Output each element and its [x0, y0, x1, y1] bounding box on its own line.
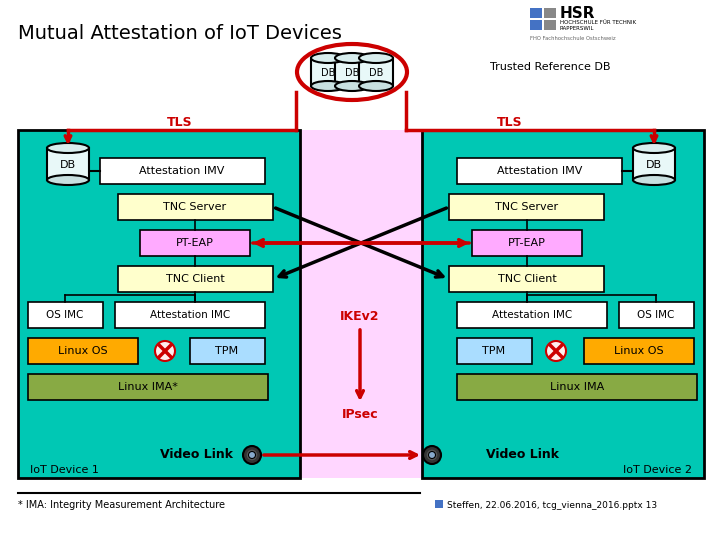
Bar: [530, 20, 542, 30]
Text: TNC Client: TNC Client: [498, 274, 557, 284]
Circle shape: [243, 446, 261, 464]
Text: PT-EAP: PT-EAP: [176, 238, 214, 248]
Text: Attestation IMV: Attestation IMV: [498, 166, 582, 176]
Bar: [457, 302, 607, 328]
Text: TLS: TLS: [498, 116, 523, 129]
Bar: [544, 20, 556, 30]
Circle shape: [423, 446, 441, 464]
Text: FHO Fachhochschule Ostschweiz: FHO Fachhochschule Ostschweiz: [530, 36, 616, 40]
Text: * IMA: Integrity Measurement Architecture: * IMA: Integrity Measurement Architectur…: [18, 500, 225, 510]
Text: TNC Server: TNC Server: [163, 202, 227, 212]
Text: Linux OS: Linux OS: [614, 346, 664, 356]
Text: HSR: HSR: [560, 5, 595, 21]
Bar: [457, 158, 622, 184]
Text: Linux IMA: Linux IMA: [550, 382, 604, 392]
Ellipse shape: [359, 81, 393, 91]
Text: Linux IMA*: Linux IMA*: [118, 382, 178, 392]
Bar: [118, 266, 273, 292]
Ellipse shape: [311, 81, 345, 91]
Bar: [28, 302, 103, 328]
Text: Video Link: Video Link: [160, 449, 233, 462]
Text: OS IMC: OS IMC: [637, 310, 675, 320]
Bar: [457, 374, 697, 400]
Text: TPM: TPM: [482, 346, 505, 356]
Ellipse shape: [335, 53, 369, 63]
Circle shape: [246, 449, 258, 461]
Bar: [359, 58, 393, 86]
Text: TLS: TLS: [167, 116, 193, 129]
Bar: [584, 338, 694, 364]
Text: IPsec: IPsec: [342, 408, 378, 421]
Ellipse shape: [633, 175, 675, 185]
Text: OS IMC: OS IMC: [46, 310, 84, 320]
Bar: [296, 130, 424, 478]
Bar: [544, 8, 556, 18]
Bar: [47, 148, 89, 180]
Circle shape: [426, 449, 438, 461]
Bar: [115, 302, 265, 328]
Text: Linux OS: Linux OS: [58, 346, 108, 356]
Bar: [118, 194, 273, 220]
Text: HOCHSCHULE FÜR TECHNIK: HOCHSCHULE FÜR TECHNIK: [560, 21, 636, 25]
Text: IoT Device 1: IoT Device 1: [30, 465, 99, 475]
Ellipse shape: [335, 81, 369, 91]
Text: Attestation IMC: Attestation IMC: [492, 310, 572, 320]
Bar: [100, 158, 265, 184]
Bar: [422, 130, 704, 478]
Ellipse shape: [47, 175, 89, 185]
Text: Video Link: Video Link: [485, 449, 559, 462]
Circle shape: [546, 341, 566, 361]
Bar: [435, 500, 443, 508]
Bar: [472, 230, 582, 256]
Text: DB: DB: [646, 160, 662, 170]
Ellipse shape: [311, 53, 345, 63]
Text: Attestation IMV: Attestation IMV: [139, 166, 225, 176]
Bar: [449, 266, 604, 292]
Bar: [633, 148, 675, 180]
Text: TNC Server: TNC Server: [495, 202, 559, 212]
Bar: [530, 8, 542, 18]
Text: DB: DB: [321, 68, 336, 78]
Circle shape: [248, 451, 256, 458]
Bar: [28, 374, 268, 400]
Bar: [335, 58, 369, 86]
Ellipse shape: [633, 143, 675, 153]
Bar: [449, 194, 604, 220]
Bar: [28, 338, 138, 364]
Ellipse shape: [47, 143, 89, 153]
Text: TPM: TPM: [215, 346, 238, 356]
Text: Mutual Attestation of IoT Devices: Mutual Attestation of IoT Devices: [18, 24, 342, 43]
Bar: [18, 130, 300, 478]
Text: DB: DB: [345, 68, 359, 78]
Circle shape: [155, 341, 175, 361]
Text: IKEv2: IKEv2: [341, 309, 379, 322]
Text: Steffen, 22.06.2016, tcg_vienna_2016.pptx 13: Steffen, 22.06.2016, tcg_vienna_2016.ppt…: [447, 501, 657, 510]
Bar: [311, 58, 345, 86]
Text: DB: DB: [60, 160, 76, 170]
Text: IoT Device 2: IoT Device 2: [623, 465, 692, 475]
Text: DB: DB: [369, 68, 383, 78]
Text: Attestation IMC: Attestation IMC: [150, 310, 230, 320]
Text: PT-EAP: PT-EAP: [508, 238, 546, 248]
Text: Trusted Reference DB: Trusted Reference DB: [490, 62, 611, 72]
Bar: [140, 230, 250, 256]
Bar: [457, 338, 532, 364]
Bar: [190, 338, 265, 364]
Circle shape: [428, 451, 436, 458]
Text: RAPPERSWIL: RAPPERSWIL: [560, 26, 595, 31]
Ellipse shape: [359, 53, 393, 63]
Text: TNC Client: TNC Client: [166, 274, 225, 284]
Bar: [619, 302, 694, 328]
